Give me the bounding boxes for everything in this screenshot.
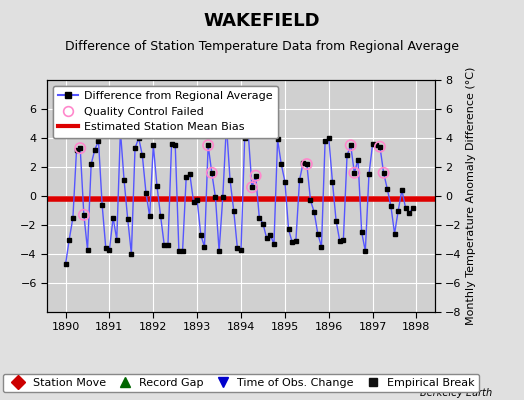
Text: Difference of Station Temperature Data from Regional Average: Difference of Station Temperature Data f… [65,40,459,53]
Point [80,212,88,218]
Point [346,142,355,148]
Text: WAKEFIELD: WAKEFIELD [204,12,320,30]
Point [379,170,388,176]
Y-axis label: Monthly Temperature Anomaly Difference (°C): Monthly Temperature Anomaly Difference (… [466,67,476,325]
Text: Berkeley Earth: Berkeley Earth [420,388,493,398]
Legend: Station Move, Record Gap, Time of Obs. Change, Empirical Break: Station Move, Record Gap, Time of Obs. C… [3,374,479,392]
Point [208,170,216,176]
Point [303,161,311,167]
Point [252,172,260,179]
Legend: Difference from Regional Average, Quality Control Failed, Estimated Station Mean: Difference from Regional Average, Qualit… [53,86,278,138]
Point [248,184,256,190]
Point [350,170,358,176]
Point [76,145,84,151]
Point [204,142,212,148]
Point [376,144,384,150]
